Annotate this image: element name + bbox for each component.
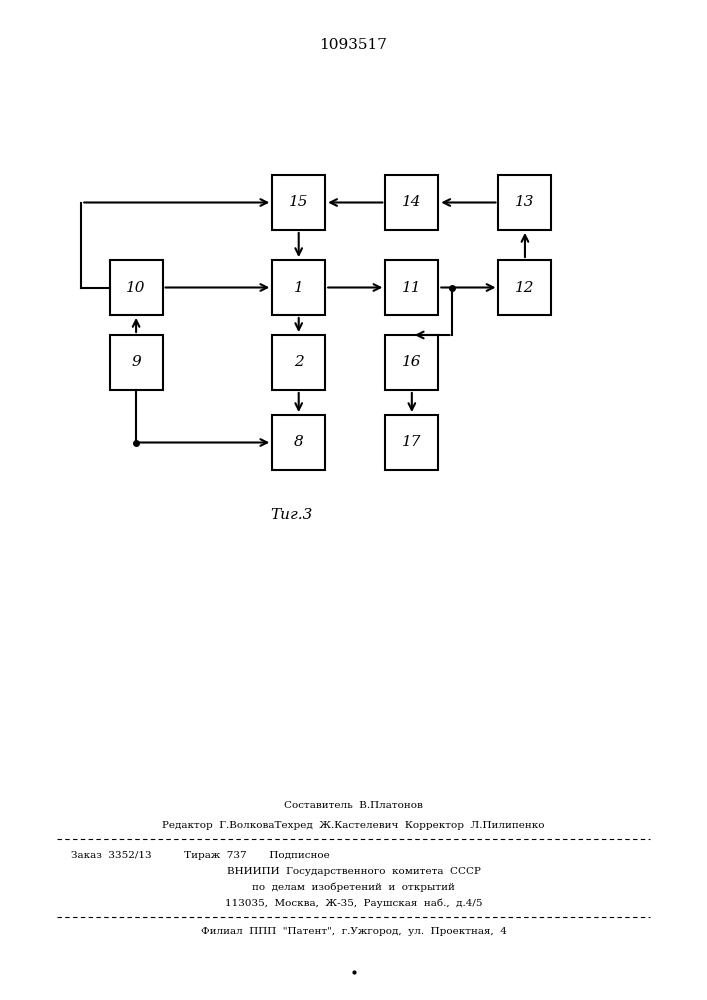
FancyBboxPatch shape — [385, 335, 438, 390]
Text: 113035,  Москва,  Ж-35,  Раушская  наб.,  д.4/5: 113035, Москва, Ж-35, Раушская наб., д.4… — [225, 898, 482, 908]
FancyBboxPatch shape — [110, 260, 163, 315]
Text: 17: 17 — [402, 436, 421, 450]
FancyBboxPatch shape — [385, 175, 438, 230]
Text: 15: 15 — [289, 196, 308, 210]
Text: по  делам  изобретений  и  открытий: по делам изобретений и открытий — [252, 882, 455, 892]
Text: Составитель  В.Платонов: Составитель В.Платонов — [284, 800, 423, 810]
Text: 13: 13 — [515, 196, 534, 210]
Text: 1093517: 1093517 — [320, 38, 387, 52]
Text: 10: 10 — [127, 280, 146, 294]
FancyBboxPatch shape — [498, 175, 551, 230]
Text: 8: 8 — [294, 436, 303, 450]
Text: 9: 9 — [132, 356, 141, 369]
Text: ВНИИПИ  Государственного  комитета  СССР: ВНИИПИ Государственного комитета СССР — [226, 866, 481, 876]
Text: 12: 12 — [515, 280, 534, 294]
Text: Заказ  3352/13          Тираж  737       Подписное: Заказ 3352/13 Тираж 737 Подписное — [71, 850, 329, 859]
Text: Редактор  Г.ВолковаТехред  Ж.Кастелевич  Корректор  Л.Пилипенко: Редактор Г.ВолковаТехред Ж.Кастелевич Ко… — [162, 820, 545, 829]
Text: 1: 1 — [294, 280, 303, 294]
FancyBboxPatch shape — [272, 260, 325, 315]
Text: Τиг.3: Τиг.3 — [271, 508, 312, 522]
FancyBboxPatch shape — [110, 335, 163, 390]
Text: 14: 14 — [402, 196, 421, 210]
FancyBboxPatch shape — [272, 335, 325, 390]
Text: Филиал  ППП  "Патент",  г.Ужгород,  ул.  Проектная,  4: Филиал ППП "Патент", г.Ужгород, ул. Прое… — [201, 926, 506, 936]
FancyBboxPatch shape — [272, 175, 325, 230]
Text: 11: 11 — [402, 280, 421, 294]
FancyBboxPatch shape — [385, 260, 438, 315]
FancyBboxPatch shape — [385, 415, 438, 470]
Text: 2: 2 — [294, 356, 303, 369]
Text: 16: 16 — [402, 356, 421, 369]
FancyBboxPatch shape — [272, 415, 325, 470]
FancyBboxPatch shape — [498, 260, 551, 315]
